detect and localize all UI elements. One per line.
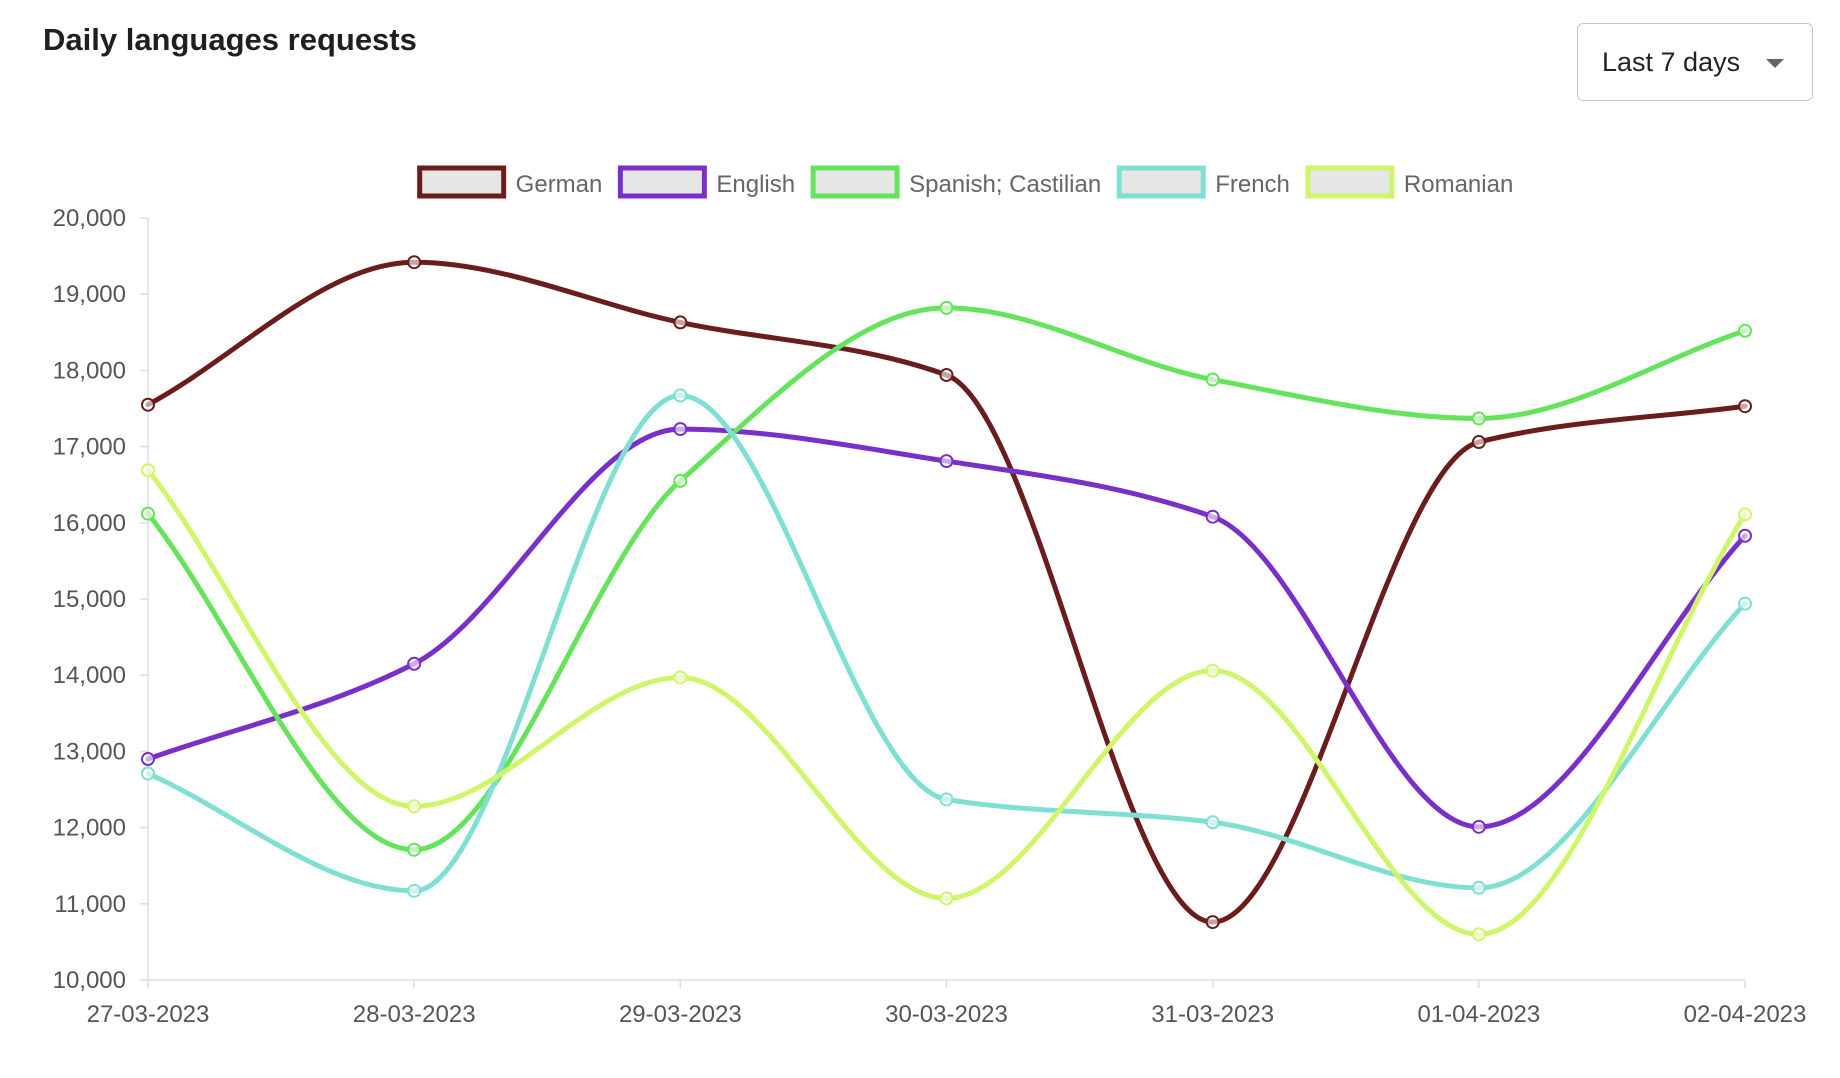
legend-item-english[interactable]: English: [617, 165, 795, 199]
x-tick-label: 01-04-2023: [1417, 1001, 1540, 1028]
x-tick-label: 28-03-2023: [353, 1001, 476, 1028]
legend-swatch: [810, 165, 900, 199]
x-tick-label: 27-03-2023: [87, 1001, 210, 1028]
legend-item-german[interactable]: German: [417, 165, 603, 199]
y-tick-label: 20,000: [53, 205, 126, 232]
legend-swatch: [417, 165, 507, 199]
legend-item-romanian[interactable]: Romanian: [1305, 165, 1513, 199]
x-tick-label: 30-03-2023: [885, 1001, 1008, 1028]
data-point-spanish-castilian[interactable]: [407, 842, 422, 857]
data-point-romanian[interactable]: [1738, 507, 1752, 522]
data-point-french[interactable]: [407, 883, 422, 898]
y-tick-label: 17,000: [53, 434, 126, 461]
data-point-english[interactable]: [939, 454, 954, 469]
data-point-french[interactable]: [1738, 596, 1752, 611]
line-chart: German English Spanish; Castilian French Rom…: [53, 165, 1807, 1028]
data-point-spanish-castilian[interactable]: [141, 506, 155, 521]
series-line-german: [145, 259, 1748, 925]
y-tick-label: 16,000: [53, 510, 126, 537]
date-range-select[interactable]: Last 7 days: [1577, 23, 1813, 101]
legend-swatch: [1116, 165, 1206, 199]
y-tick-label: 19,000: [53, 281, 126, 308]
data-point-german[interactable]: [1738, 399, 1752, 414]
y-tick-label: 12,000: [53, 815, 126, 842]
data-point-spanish-castilian[interactable]: [1738, 323, 1752, 338]
data-point-spanish-castilian[interactable]: [673, 473, 688, 488]
data-point-french[interactable]: [1205, 815, 1220, 830]
data-point-romanian[interactable]: [407, 799, 422, 814]
date-range-value: Last 7 days: [1602, 46, 1741, 77]
caret-down-icon: [1766, 59, 1784, 68]
data-point-spanish-castilian[interactable]: [1471, 411, 1486, 426]
series-line-french: [145, 393, 1748, 894]
legend-label: Romanian: [1404, 171, 1513, 198]
data-point-english[interactable]: [1471, 819, 1486, 834]
legend-label: English: [716, 171, 795, 198]
legend-swatch: [1305, 165, 1395, 199]
series-line-english: [145, 426, 1748, 830]
data-point-german[interactable]: [1471, 435, 1486, 450]
x-axis: 27-03-2023 28-03-2023 29-03-2023 30-03-2023…: [87, 979, 1807, 1028]
legend-label: German: [516, 171, 603, 198]
series-line-romanian: [145, 467, 1748, 937]
page-title: Daily languages requests: [43, 22, 417, 57]
y-tick-label: 14,000: [53, 662, 126, 689]
data-point-german[interactable]: [141, 397, 155, 412]
y-tick-label: 13,000: [53, 738, 126, 765]
legend-label: French: [1215, 171, 1290, 198]
legend-swatch: [617, 165, 707, 199]
data-point-german[interactable]: [1205, 915, 1220, 930]
x-tick-label: 29-03-2023: [619, 1001, 742, 1028]
series-points: [141, 255, 1752, 942]
data-point-english[interactable]: [1205, 509, 1220, 524]
data-point-english[interactable]: [1738, 528, 1752, 543]
legend-label: Spanish; Castilian: [909, 171, 1101, 198]
data-point-english[interactable]: [407, 656, 422, 671]
data-point-german[interactable]: [673, 315, 688, 330]
x-tick-label: 31-03-2023: [1151, 1001, 1274, 1028]
data-point-spanish-castilian[interactable]: [1205, 372, 1220, 387]
data-point-french[interactable]: [1471, 880, 1486, 895]
data-point-german[interactable]: [939, 367, 954, 382]
y-tick-label: 15,000: [53, 586, 126, 613]
data-point-romanian[interactable]: [141, 463, 155, 478]
data-point-french[interactable]: [939, 792, 954, 807]
data-point-spanish-castilian[interactable]: [939, 300, 954, 315]
y-tick-label: 11,000: [54, 891, 126, 918]
data-point-french[interactable]: [673, 388, 688, 403]
chart-legend: German English Spanish; Castilian French Rom…: [417, 165, 1513, 199]
y-tick-label: 10,000: [53, 967, 126, 994]
data-point-romanian[interactable]: [673, 670, 688, 685]
data-point-english[interactable]: [673, 422, 688, 437]
y-tick-label: 18,000: [53, 357, 126, 384]
series-lines: [145, 259, 1748, 937]
data-point-romanian[interactable]: [1205, 663, 1220, 678]
legend-item-french[interactable]: French: [1116, 165, 1290, 199]
data-point-french[interactable]: [141, 766, 155, 781]
series-line-spanish-castilian: [145, 305, 1748, 853]
data-point-romanian[interactable]: [1471, 927, 1486, 942]
x-tick-label: 02-04-2023: [1684, 1001, 1807, 1028]
legend-item-spanish-castilian[interactable]: Spanish; Castilian: [810, 165, 1101, 199]
data-point-german[interactable]: [407, 255, 422, 270]
data-point-english[interactable]: [141, 752, 155, 767]
data-point-romanian[interactable]: [939, 891, 954, 906]
y-axis: 10,000 11,000 12,000 13,000 14,000 15,000 16,0…: [53, 205, 149, 994]
